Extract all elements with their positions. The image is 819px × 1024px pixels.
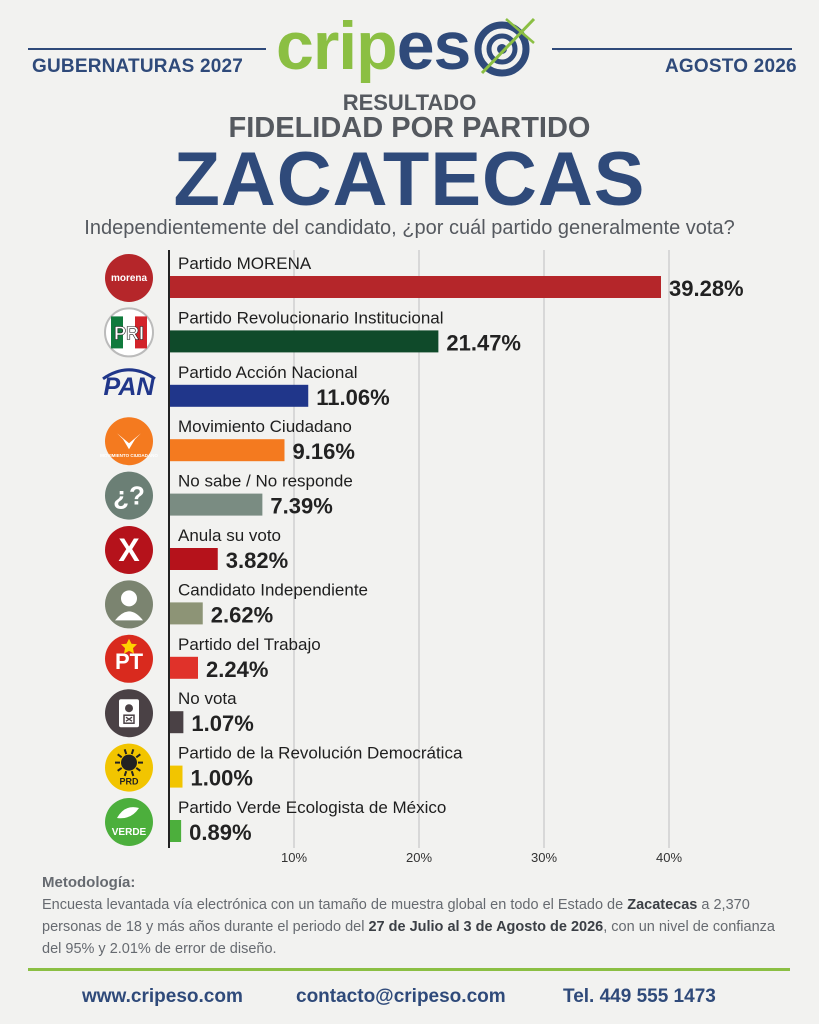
phone-number: Tel. 449 555 1473 [563,986,716,1007]
x-tick-label: 10% [281,850,307,865]
bar [170,276,661,298]
bar [170,439,285,462]
svg-text:PRD: PRD [119,777,139,787]
ballot-icon [105,689,153,738]
footer-rule [28,968,790,971]
brand-text-b: es [396,8,472,84]
x-tick-label: 20% [406,850,432,865]
svg-text:X: X [118,532,140,568]
value-label: 1.00% [191,766,253,791]
methodology-text: Encuesta levantada vía electrónica con u… [42,894,787,960]
value-label: 3.82% [226,548,288,573]
state-title: ZACATECAS [173,137,646,222]
value-label: 2.62% [211,602,273,627]
header-right-text: AGOSTO 2026 [665,56,797,77]
category-label: Candidato Independiente [178,580,368,599]
prd-logo: PRD [105,743,153,792]
pri-logo: PRI [104,307,154,358]
value-label: 9.16% [293,439,355,464]
methodology-part-2: a 2,370 personas de 18 y más años durant… [42,897,750,935]
value-label: 2.24% [206,657,268,682]
bar [170,711,184,734]
methodology-title: Metodología: [42,874,136,891]
category-label: No vota [178,689,237,708]
morena-logo: morena [105,254,153,302]
methodology-state: Zacatecas [627,897,698,913]
verde-logo: VERDE [105,798,153,846]
svg-text:PT: PT [115,649,144,674]
bar [170,656,198,679]
bar [170,765,183,788]
cross-icon: X [105,526,153,574]
target-icon [474,17,536,77]
bar [170,820,182,842]
header-rule-left [28,48,266,50]
value-label: 7.39% [270,494,332,519]
category-label: Partido MORENA [178,254,312,273]
methodology-period: 27 de Julio al 3 de Agosto de 2026 [368,919,604,935]
category-label: Partido Verde Ecologista de México [178,798,446,817]
header-rule-right [552,48,792,50]
svg-text:VERDE: VERDE [112,827,147,838]
svg-text:morena: morena [111,273,148,284]
mc-logo: MOVIMIENTO CIUDADANO [100,417,158,466]
svg-text:PAN: PAN [104,373,156,401]
category-label: Partido Revolucionario Institucional [178,308,444,327]
email-link[interactable]: contacto@cripeso.com [296,986,506,1007]
value-label: 39.28% [669,276,744,301]
header-left-text: GUBERNATURAS 2027 [32,56,244,77]
pan-logo: PAN [102,368,156,401]
bar [170,493,263,516]
question-icon: ¿? [105,471,153,520]
category-label: No sabe / No responde [178,472,353,491]
pt-logo: PT [105,634,153,683]
methodology-part-1: Encuesta levantada vía electrónica con u… [42,897,628,913]
svg-text:MOVIMIENTO CIUDADANO: MOVIMIENTO CIUDADANO [100,453,158,458]
category-label: Movimiento Ciudadano [178,417,352,436]
value-label: 21.47% [446,330,521,355]
category-label: Partido Acción Nacional [178,363,358,382]
survey-question: Independientemente del candidato, ¿por c… [84,217,735,239]
x-tick-label: 30% [531,850,557,865]
category-label: Anula su voto [178,526,281,545]
website-link[interactable]: www.cripeso.com [82,986,243,1007]
category-label: Partido de la Revolución Democrática [178,744,463,763]
svg-text:PRI: PRI [114,323,144,343]
result-heading: RESULTADO [342,90,477,115]
value-label: 1.07% [191,711,253,736]
subtitle: FIDELIDAD POR PARTIDO [228,112,591,144]
methodology-part-3: , con un nivel de confianza del 95% y 2.… [42,919,775,957]
brand-logo: crip es [276,6,538,86]
category-label: Partido del Trabajo [178,635,321,654]
bar [170,384,309,407]
brand-text-a: crip [276,8,398,84]
x-tick-label: 40% [656,850,682,865]
bar [170,548,218,570]
svg-text:¿?: ¿? [113,481,145,511]
value-label: 0.89% [189,820,251,845]
bar [170,602,203,625]
bar [170,330,439,353]
person-icon [105,580,153,629]
value-label: 11.06% [316,385,389,410]
